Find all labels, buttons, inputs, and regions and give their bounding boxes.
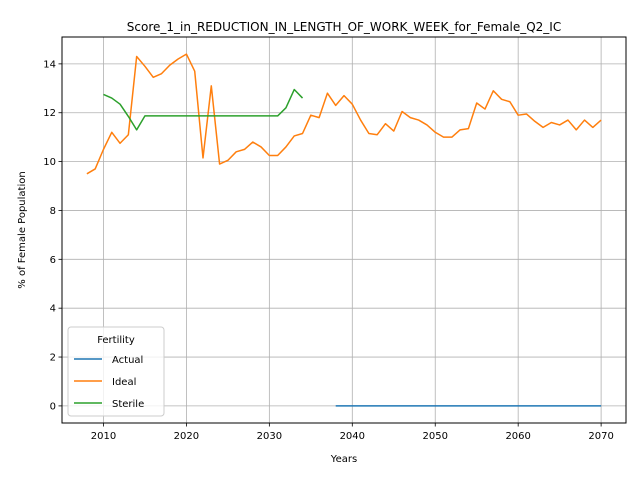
plot-frame [61,36,627,424]
y-tick-label: 8 [50,206,56,217]
x-tick-label: 2070 [588,431,613,442]
y-tick-label: 12 [43,108,56,119]
x-tick-label: 2060 [505,431,530,442]
series-line-sterile [103,88,304,131]
axis-ticks: 2010 2020 2030 2040 2050 2060 2070 0 2 4 6 8 10 12 14 [43,59,614,442]
legend-label-actual: Actual [112,355,143,366]
legend: Fertility Actual Ideal Sterile [67,326,165,417]
legend-box [67,326,165,417]
y-tick-label: 0 [50,401,56,412]
series-line-ideal [86,53,602,175]
x-tick-label: 2020 [174,431,199,442]
legend-title: Fertility [97,335,135,346]
chart-title: Score_1_in_REDUCTION_IN_LENGTH_OF_WORK_W… [127,20,561,34]
legend-label-sterile: Sterile [112,399,144,410]
series-lines [86,53,602,407]
x-tick-label: 2010 [91,431,116,442]
y-tick-label: 10 [43,157,56,168]
x-axis-label: Years [330,454,357,465]
legend-label-ideal: Ideal [112,377,136,388]
y-tick-label: 6 [50,255,56,266]
y-axis-label: % of Female Population [17,171,28,288]
x-tick-label: 2040 [340,431,365,442]
x-tick-label: 2030 [257,431,282,442]
x-tick-label: 2050 [423,431,448,442]
y-tick-label: 14 [43,59,56,70]
y-tick-label: 4 [50,304,56,315]
y-tick-label: 2 [50,353,56,364]
